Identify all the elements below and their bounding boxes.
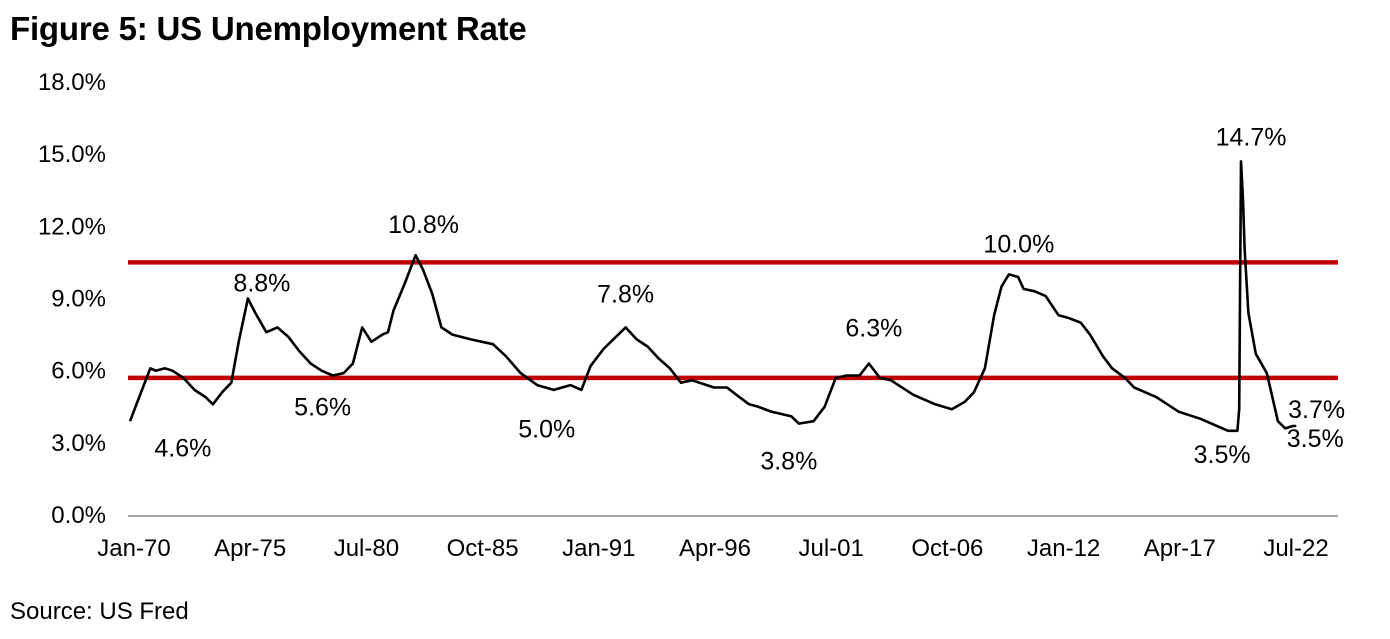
data-label: 6.3% (845, 314, 902, 342)
x-tick-label: Apr-17 (1144, 535, 1216, 562)
data-label: 5.6% (294, 393, 351, 421)
data-label: 3.5% (1194, 441, 1251, 469)
y-tick-label: 3.0% (51, 430, 106, 457)
y-tick-label: 18.0% (38, 69, 106, 96)
chart-title: Figure 5: US Unemployment Rate (10, 10, 527, 47)
x-tick-labels: Jan-70 Apr-75 Jul-80 Oct-85 Jan-91 Apr-96 Jul-… (97, 535, 1328, 562)
x-tick-label: Apr-96 (679, 535, 751, 562)
source-note: Source: US Fred (10, 598, 189, 625)
data-label: 4.6% (154, 434, 211, 462)
x-tick-label: Jan-12 (1027, 535, 1100, 562)
x-tick-label: Oct-85 (447, 535, 519, 562)
data-label: 3.8% (760, 448, 817, 476)
data-labels: 8.8% 4.6% 10.8% 5.6% 7.8% 5.0% 6.3% 3.8% 10.0% 14… (154, 123, 1345, 475)
x-tick-label: Jan-70 (97, 535, 170, 562)
x-tick-label: Jan-91 (562, 535, 635, 562)
series-line-0 (128, 160, 1297, 433)
data-label: 10.0% (983, 230, 1054, 258)
x-tick-label: Jul-80 (334, 535, 399, 562)
y-tick-label: 6.0% (51, 358, 106, 385)
y-tick-label: 15.0% (38, 141, 106, 168)
data-label: 3.7% (1288, 396, 1345, 424)
y-tick-label: 0.0% (51, 502, 106, 529)
data-label: 3.5% (1287, 425, 1344, 453)
data-label: 10.8% (388, 211, 459, 239)
y-tick-labels: 0.0% 3.0% 6.0% 9.0% 12.0% 15.0% 18.0% (38, 69, 106, 529)
x-tick-label: Apr-75 (214, 535, 286, 562)
series-layer (128, 160, 1297, 433)
data-label: 8.8% (233, 269, 290, 297)
reference-lines (128, 260, 1338, 381)
x-tick-label: Jul-01 (799, 535, 864, 562)
data-label: 14.7% (1216, 123, 1287, 151)
data-label: 5.0% (518, 416, 575, 444)
x-tick-label: Oct-06 (911, 535, 983, 562)
y-tick-label: 12.0% (38, 213, 106, 240)
x-tick-label: Jul-22 (1263, 535, 1328, 562)
data-label: 7.8% (597, 280, 654, 308)
y-tick-label: 9.0% (51, 286, 106, 313)
